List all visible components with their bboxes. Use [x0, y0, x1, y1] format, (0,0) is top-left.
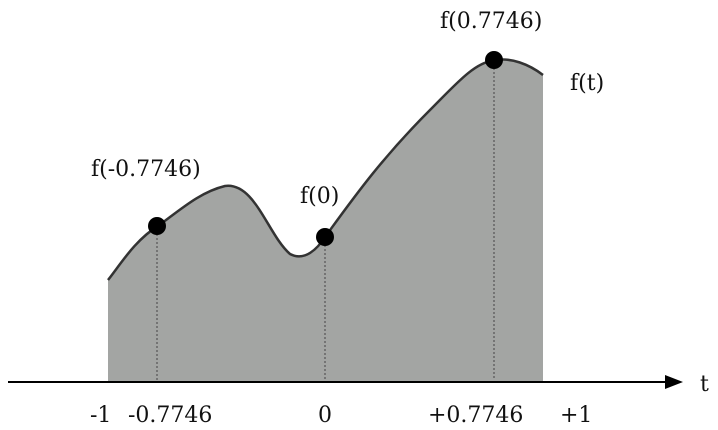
label-f-pos: f(0.7746)	[440, 9, 542, 34]
tick-label-pos-node: +0.7746	[428, 403, 523, 428]
label-f-neg: f(-0.7746)	[91, 157, 201, 182]
tick-label-neg-node: -0.7746	[128, 403, 212, 428]
tick-label-neg-one: -1	[90, 403, 111, 428]
area-under-curve	[108, 59, 543, 382]
curve-f-t	[107, 58, 544, 281]
tick-label-zero: 0	[318, 403, 332, 428]
label-f-zero: f(0)	[300, 184, 339, 209]
point-f-neg	[148, 217, 166, 235]
point-f-zero	[316, 228, 334, 246]
tick-label-pos-one: +1	[560, 403, 592, 428]
label-curve: f(t)	[570, 71, 604, 96]
label-axis: t	[700, 372, 709, 397]
point-f-pos	[485, 51, 503, 69]
t-axis-arrowhead	[665, 375, 683, 389]
